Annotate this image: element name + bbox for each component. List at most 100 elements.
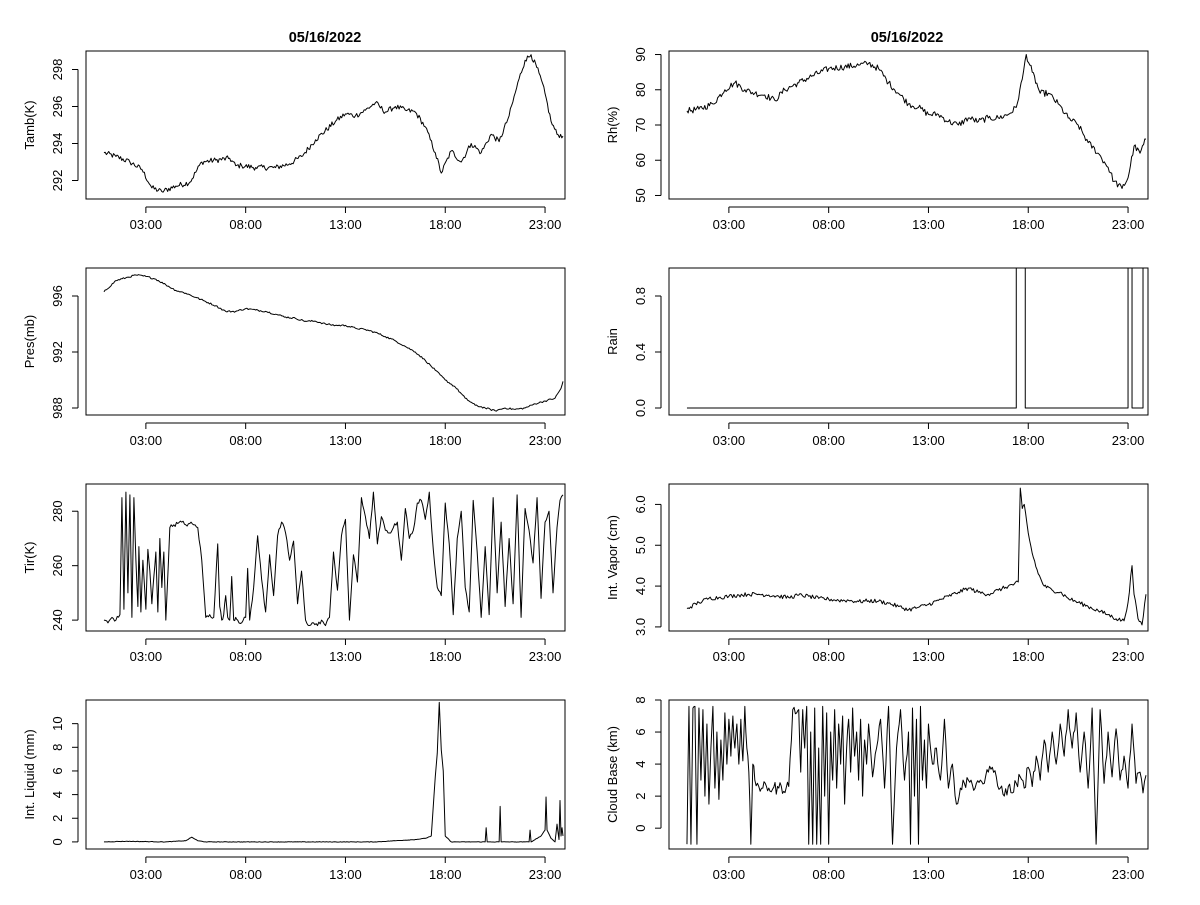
x-tick-label: 13:00 — [912, 649, 945, 664]
y-tick-label: 992 — [50, 341, 65, 363]
x-tick-label: 18:00 — [1012, 649, 1045, 664]
x-tick-label: 08:00 — [812, 433, 845, 448]
y-tick-label: 4.0 — [633, 577, 648, 595]
figure-title-right: 05/16/2022 — [871, 30, 944, 46]
series-line-liquid — [103, 701, 564, 843]
panel-vapor: 03:00 08:00 13:00 18:00 23:00 3.0 4.0 5.0 6.0 Int… — [605, 483, 1149, 664]
x-tick-label: 08:00 — [229, 649, 262, 664]
x-tick-label: 03:00 — [713, 217, 746, 232]
y-tick-label: 3.0 — [633, 618, 648, 636]
y-tick-label: 0.8 — [633, 287, 648, 305]
series-line-pres — [103, 274, 564, 412]
y-tick-label: 280 — [50, 500, 65, 522]
x-tick-label: 18:00 — [429, 867, 462, 882]
y-tick-label: 6 — [633, 728, 648, 735]
y-axis-title: Rain — [605, 328, 620, 355]
y-axis-title: Tamb(K) — [22, 100, 37, 149]
x-tick-label: 03:00 — [713, 433, 746, 448]
plot-frame — [668, 267, 1149, 416]
y-axis-title: Pres(mb) — [22, 315, 37, 368]
plot-frame — [85, 50, 566, 200]
series-line-tamb — [103, 54, 564, 193]
plot-frame — [85, 699, 566, 850]
y-tick-label: 260 — [50, 555, 65, 577]
series-line-vapor — [686, 487, 1147, 626]
y-tick-label: 0 — [633, 825, 648, 832]
x-tick-label: 18:00 — [1012, 867, 1045, 882]
y-axis-title: Int. Liquid (mm) — [22, 729, 37, 819]
series-line-rh — [686, 54, 1147, 189]
y-tick-label: 2 — [50, 815, 65, 822]
y-tick-label: 0.4 — [633, 343, 648, 361]
y-tick-label: 294 — [50, 133, 65, 155]
x-tick-label: 23:00 — [1112, 649, 1145, 664]
x-tick-label: 23:00 — [1112, 217, 1145, 232]
x-tick-label: 13:00 — [912, 433, 945, 448]
plot-frame — [668, 50, 1149, 200]
y-tick-label: 240 — [50, 609, 65, 631]
y-tick-label: 60 — [633, 153, 648, 167]
x-tick-label: 08:00 — [229, 433, 262, 448]
y-tick-label: 4 — [50, 791, 65, 798]
x-tick-label: 18:00 — [429, 217, 462, 232]
y-tick-label: 90 — [633, 47, 648, 61]
x-tick-label: 03:00 — [130, 433, 163, 448]
y-tick-label: 50 — [633, 188, 648, 202]
x-tick-label: 03:00 — [130, 649, 163, 664]
plot-frame — [668, 483, 1149, 632]
y-tick-label: 296 — [50, 96, 65, 118]
y-tick-label: 10 — [50, 716, 65, 730]
y-tick-label: 996 — [50, 285, 65, 307]
x-tick-label: 23:00 — [529, 217, 562, 232]
x-tick-label: 23:00 — [1112, 867, 1145, 882]
panel-pres: 03:00 08:00 13:00 18:00 23:00 988 992 996 Pres(m… — [22, 267, 566, 448]
x-tick-label: 18:00 — [1012, 433, 1045, 448]
y-tick-label: 80 — [633, 83, 648, 97]
y-tick-label: 6 — [50, 767, 65, 774]
y-tick-label: 5.0 — [633, 536, 648, 554]
x-tick-label: 08:00 — [229, 217, 262, 232]
x-tick-label: 13:00 — [329, 217, 362, 232]
panel-rain: 03:00 08:00 13:00 18:00 23:00 0.0 0.4 0.8 Rain — [605, 267, 1149, 448]
panel-tir: 03:00 08:00 13:00 18:00 23:00 240 260 280 Tir(K) — [22, 483, 566, 664]
plot-frame — [85, 483, 566, 632]
y-axis-title: Int. Vapor (cm) — [605, 515, 620, 600]
panel-cloud: 03:00 08:00 13:00 18:00 23:00 0 2 4 6 8 Cloud Base… — [605, 696, 1149, 882]
plot-frame — [668, 699, 1149, 850]
y-tick-label: 2 — [633, 793, 648, 800]
x-tick-label: 23:00 — [529, 867, 562, 882]
x-tick-label: 23:00 — [529, 433, 562, 448]
panel-tamb: 03:00 08:00 13:00 18:00 23:00 292 294 296 298 Tam… — [22, 50, 566, 232]
y-tick-label: 0 — [50, 838, 65, 845]
x-tick-label: 08:00 — [229, 867, 262, 882]
x-tick-label: 13:00 — [912, 867, 945, 882]
series-line-rain — [686, 267, 1146, 409]
x-tick-label: 18:00 — [429, 433, 462, 448]
y-tick-label: 988 — [50, 397, 65, 419]
x-tick-label: 03:00 — [130, 867, 163, 882]
x-tick-label: 03:00 — [713, 867, 746, 882]
x-tick-label: 08:00 — [812, 649, 845, 664]
x-tick-label: 13:00 — [329, 649, 362, 664]
x-tick-label: 23:00 — [529, 649, 562, 664]
y-axis-title: Tir(K) — [22, 541, 37, 573]
figure-title-left: 05/16/2022 — [289, 30, 362, 46]
panel-liquid: 03:00 08:00 13:00 18:00 23:00 0 2 4 6 8 10 Int. Liq… — [22, 699, 566, 882]
x-tick-label: 23:00 — [1112, 433, 1145, 448]
y-axis-title: Cloud Base (km) — [605, 726, 620, 823]
x-tick-label: 18:00 — [1012, 217, 1045, 232]
x-tick-label: 13:00 — [912, 217, 945, 232]
panel-rh: 03:00 08:00 13:00 18:00 23:00 50 60 70 80 90 Rh(%) — [605, 47, 1149, 232]
y-tick-label: 8 — [633, 696, 648, 703]
x-tick-label: 18:00 — [429, 649, 462, 664]
x-tick-label: 03:00 — [713, 649, 746, 664]
x-tick-label: 13:00 — [329, 433, 362, 448]
series-line-tir — [103, 491, 564, 627]
y-tick-label: 0.0 — [633, 399, 648, 417]
plot-frame — [85, 267, 566, 416]
y-axis-title: Rh(%) — [605, 107, 620, 144]
y-tick-label: 6.0 — [633, 495, 648, 513]
